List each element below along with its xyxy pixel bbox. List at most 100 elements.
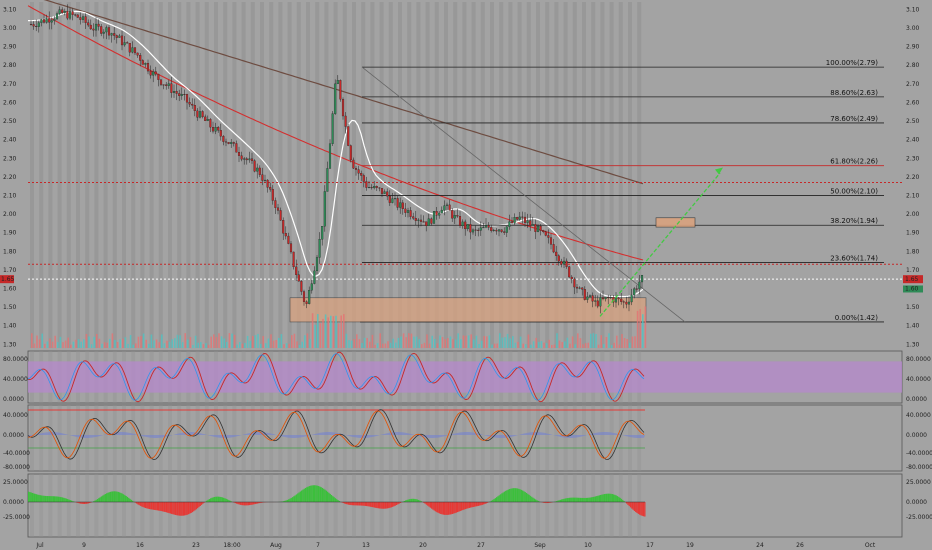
osc-main-line	[28, 410, 645, 459]
fib-level-label: 0.00%(1.42)	[835, 314, 879, 322]
momentum-bar	[56, 496, 58, 502]
candle-body	[474, 229, 477, 231]
momentum-bar	[301, 490, 303, 502]
candle-body	[388, 195, 391, 203]
momentum-bar	[241, 502, 243, 506]
volume-bar	[103, 342, 106, 348]
momentum-bar	[567, 497, 569, 502]
momentum-bar	[425, 502, 428, 505]
momentum-bar	[319, 486, 321, 502]
candle-body	[269, 187, 272, 190]
momentum-bar	[64, 498, 66, 502]
candle-body	[315, 257, 319, 272]
momentum-bar	[403, 500, 405, 502]
x-axis-tick: Jul	[35, 542, 44, 549]
momentum-bar	[424, 502, 426, 504]
volume-bar	[215, 336, 218, 348]
volume-bar	[374, 344, 376, 348]
momentum-bar	[536, 500, 538, 502]
candle-body	[510, 221, 514, 224]
momentum-bar	[379, 502, 381, 509]
momentum-bar	[498, 495, 500, 502]
session-stripe	[480, 474, 485, 537]
momentum-bar	[80, 502, 82, 504]
session-stripe	[30, 405, 34, 471]
momentum-bar	[228, 500, 230, 502]
momentum-bar	[200, 502, 203, 505]
momentum-bar	[480, 502, 482, 506]
volume-bar	[301, 341, 303, 348]
candle-body	[162, 84, 165, 86]
volume-bar	[350, 340, 353, 348]
price-tick-left: 2.70	[3, 81, 17, 88]
volume-bar	[77, 339, 80, 348]
candle-body	[167, 83, 170, 86]
candle-body	[458, 216, 462, 226]
volume-bar	[405, 337, 407, 348]
session-stripe	[499, 474, 504, 537]
momentum-bar	[52, 496, 54, 502]
momentum-bar	[570, 497, 572, 502]
momentum-bar	[458, 502, 460, 512]
volume-bar	[566, 337, 569, 348]
momentum-bar	[364, 502, 366, 506]
stoch-tick-right: 40.0000	[906, 376, 931, 383]
volume-bar	[371, 334, 374, 348]
momentum-bar	[195, 502, 197, 510]
momentum-bar	[46, 496, 48, 502]
price-tick-right: 2.60	[906, 99, 920, 106]
stoch-rsi-k-line	[27, 351, 645, 403]
volume-bar	[395, 342, 397, 348]
volume-bar	[236, 344, 238, 348]
session-stripe	[361, 2, 366, 348]
session-stripe	[379, 2, 384, 348]
candle-body	[159, 79, 163, 85]
volume-bar	[314, 324, 316, 348]
candle-body	[539, 225, 542, 231]
session-stripe	[333, 405, 338, 471]
candle-body	[633, 288, 636, 296]
volume-bar	[595, 334, 597, 348]
x-axis-tick: Sep	[534, 542, 546, 549]
price-tick-right: 2.70	[906, 81, 920, 88]
candle-body	[464, 221, 467, 230]
session-stripe	[324, 474, 329, 537]
momentum-bar	[193, 502, 195, 512]
volume-bar	[587, 342, 589, 348]
momentum-bar	[178, 502, 181, 516]
session-stripe	[554, 2, 559, 348]
momentum-bar	[441, 502, 443, 515]
candle-body	[594, 300, 597, 302]
volume-bar	[124, 337, 127, 348]
candle-body	[198, 111, 202, 118]
session-stripe	[168, 405, 172, 471]
volume-bar	[623, 338, 626, 348]
candle-body	[360, 173, 363, 176]
price-tick-right: 2.50	[906, 118, 920, 125]
session-stripe	[545, 405, 550, 471]
momentum-bar	[35, 494, 38, 502]
volume-bar	[324, 314, 327, 348]
volume-bar	[41, 333, 43, 348]
volume-bar	[540, 341, 543, 348]
momentum-bar	[600, 494, 602, 502]
momentum-bar	[576, 497, 578, 502]
momentum-bar	[229, 500, 231, 502]
momentum-bar	[516, 488, 519, 502]
candle-body	[409, 210, 412, 217]
momentum-bar	[104, 494, 106, 502]
volume-bar	[207, 344, 210, 348]
momentum-bar	[307, 486, 309, 502]
candle-body	[354, 168, 358, 170]
candle-body	[534, 224, 537, 232]
price-tick-left: 1.60	[3, 285, 17, 292]
momentum-bar	[545, 502, 547, 504]
candle-body	[258, 167, 261, 175]
volume-bar	[155, 339, 158, 348]
session-stripe	[462, 2, 467, 348]
momentum-bar	[375, 502, 377, 508]
volume-bar	[592, 333, 595, 348]
candle-body	[245, 158, 248, 161]
session-stripe	[76, 405, 80, 471]
